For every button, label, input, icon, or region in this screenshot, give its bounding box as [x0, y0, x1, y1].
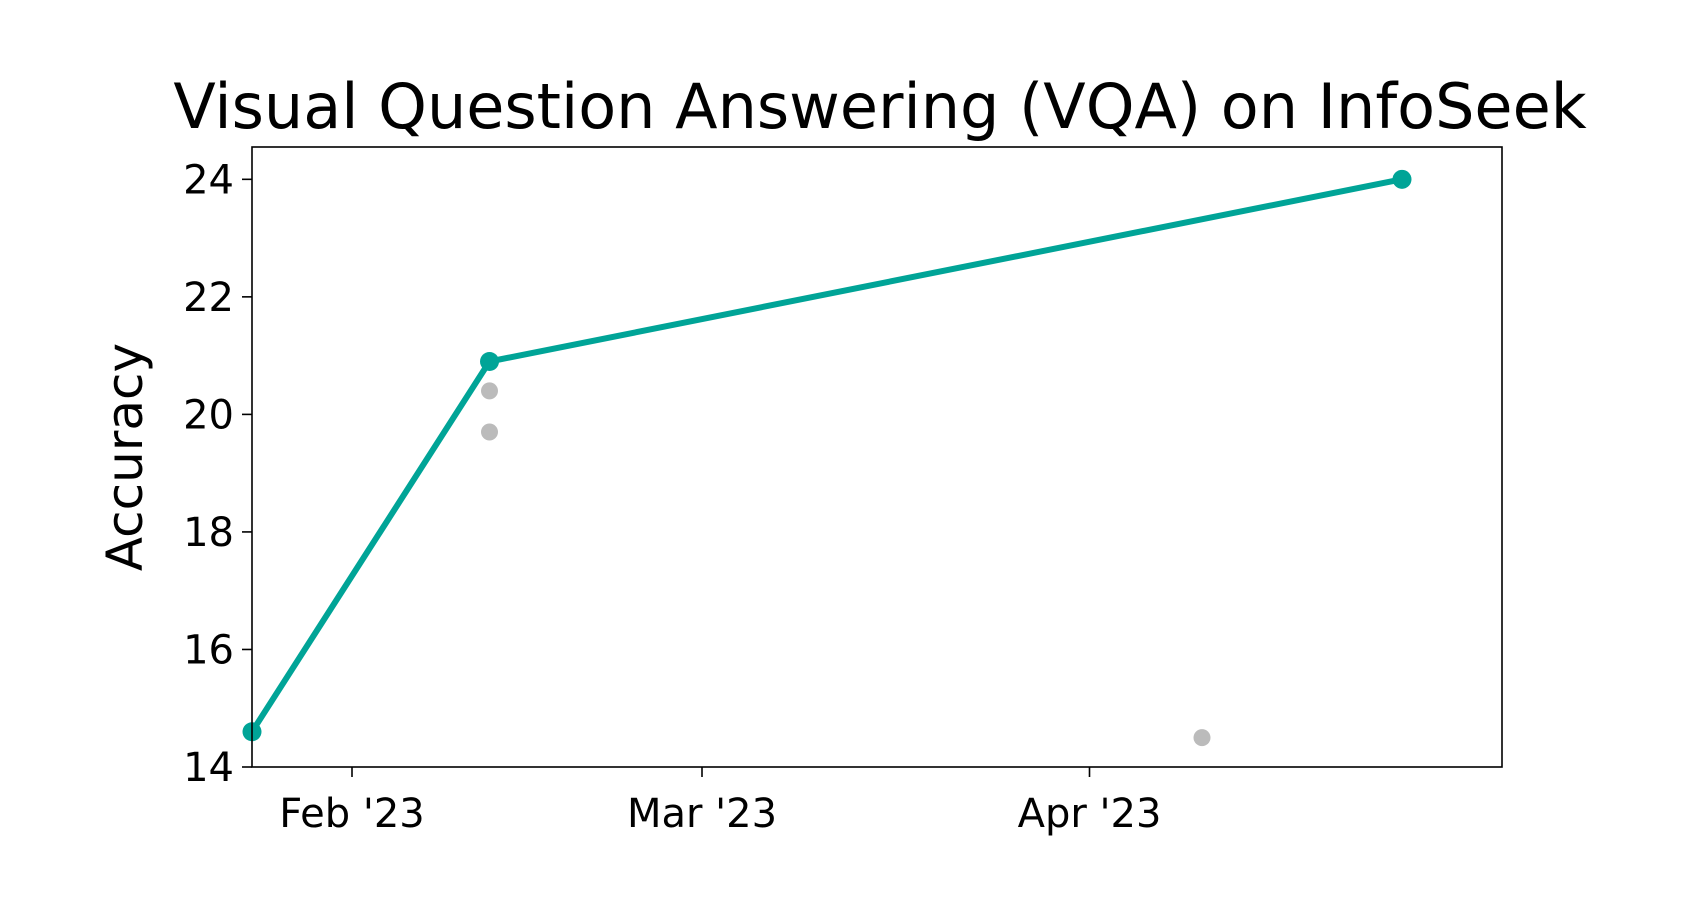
y-axis: 14 16 18 20 22 24	[183, 157, 252, 791]
other-result-point-2	[1193, 729, 1211, 747]
x-axis: Feb '23 Mar '23 Apr '23	[279, 767, 1161, 837]
plot-frame	[251, 146, 1503, 768]
sota-line	[249, 176, 1405, 735]
other-result-point-0	[481, 382, 498, 400]
y-tick-label-0: 14	[183, 745, 234, 791]
x-tick-label-1: Mar '23	[627, 791, 777, 837]
other-result-point-1	[481, 423, 498, 441]
sota-point-2	[1392, 169, 1412, 189]
x-tick-label-0: Feb '23	[279, 791, 424, 837]
y-tick-label-4: 22	[183, 275, 234, 321]
y-tick-label-1: 16	[183, 627, 234, 673]
y-axis-label: Accuracy	[96, 343, 154, 571]
y-tick-label-3: 20	[183, 392, 234, 438]
y-tick-label-5: 24	[183, 157, 234, 203]
sota-point-1	[480, 352, 499, 372]
y-tick-label-2: 18	[183, 510, 234, 556]
chart-title: Visual Question Answering (VQA) on InfoS…	[173, 70, 1586, 143]
plot-area	[242, 169, 1412, 747]
x-tick-label-2: Apr '23	[1018, 791, 1162, 837]
